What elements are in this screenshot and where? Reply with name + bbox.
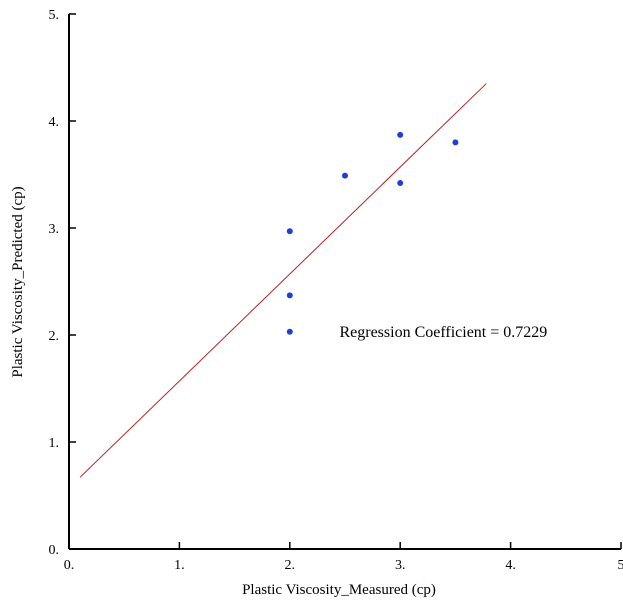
data-point xyxy=(286,228,293,235)
data-point xyxy=(286,292,293,299)
y-tick-label: 4. xyxy=(49,115,60,130)
data-point xyxy=(452,139,459,146)
tick-labels: 0. 1. 2. 3. 4. 5 0. 1. 2. 3. 4. 5. xyxy=(49,8,623,573)
y-tick-label: 2. xyxy=(49,329,60,344)
regression-annotation: Regression Coefficient = 0.7229 xyxy=(339,324,547,341)
y-tick-label: 5. xyxy=(49,8,60,23)
annotation-layer: Regression Coefficient = 0.7229 xyxy=(339,324,547,341)
x-axis-title: Plastic Viscosity_Measured (cp) xyxy=(242,582,436,598)
axes xyxy=(68,14,621,550)
data-point xyxy=(397,131,404,138)
x-tick-label: 3. xyxy=(395,558,406,573)
data-points-layer xyxy=(286,131,459,335)
x-tick-label: 1. xyxy=(174,558,185,573)
y-axis-title: Plastic Viscosity_Predicted (cp) xyxy=(10,186,26,377)
data-point xyxy=(286,328,293,335)
x-tick-label: 2. xyxy=(285,558,296,573)
y-tick-label: 1. xyxy=(49,436,60,451)
y-tick-label: 0. xyxy=(49,543,60,558)
x-tick-label: 0. xyxy=(64,558,75,573)
x-tick-label: 4. xyxy=(505,558,516,573)
data-point xyxy=(397,180,404,187)
regression-line xyxy=(79,83,487,478)
y-tick-label: 3. xyxy=(49,222,60,237)
x-tick-label: 5 xyxy=(618,558,623,573)
data-point xyxy=(342,172,348,179)
axis-titles: Plastic Viscosity_Measured (cp) Plastic … xyxy=(10,186,436,598)
trendline-layer xyxy=(79,83,487,478)
tick-marks xyxy=(68,13,622,550)
